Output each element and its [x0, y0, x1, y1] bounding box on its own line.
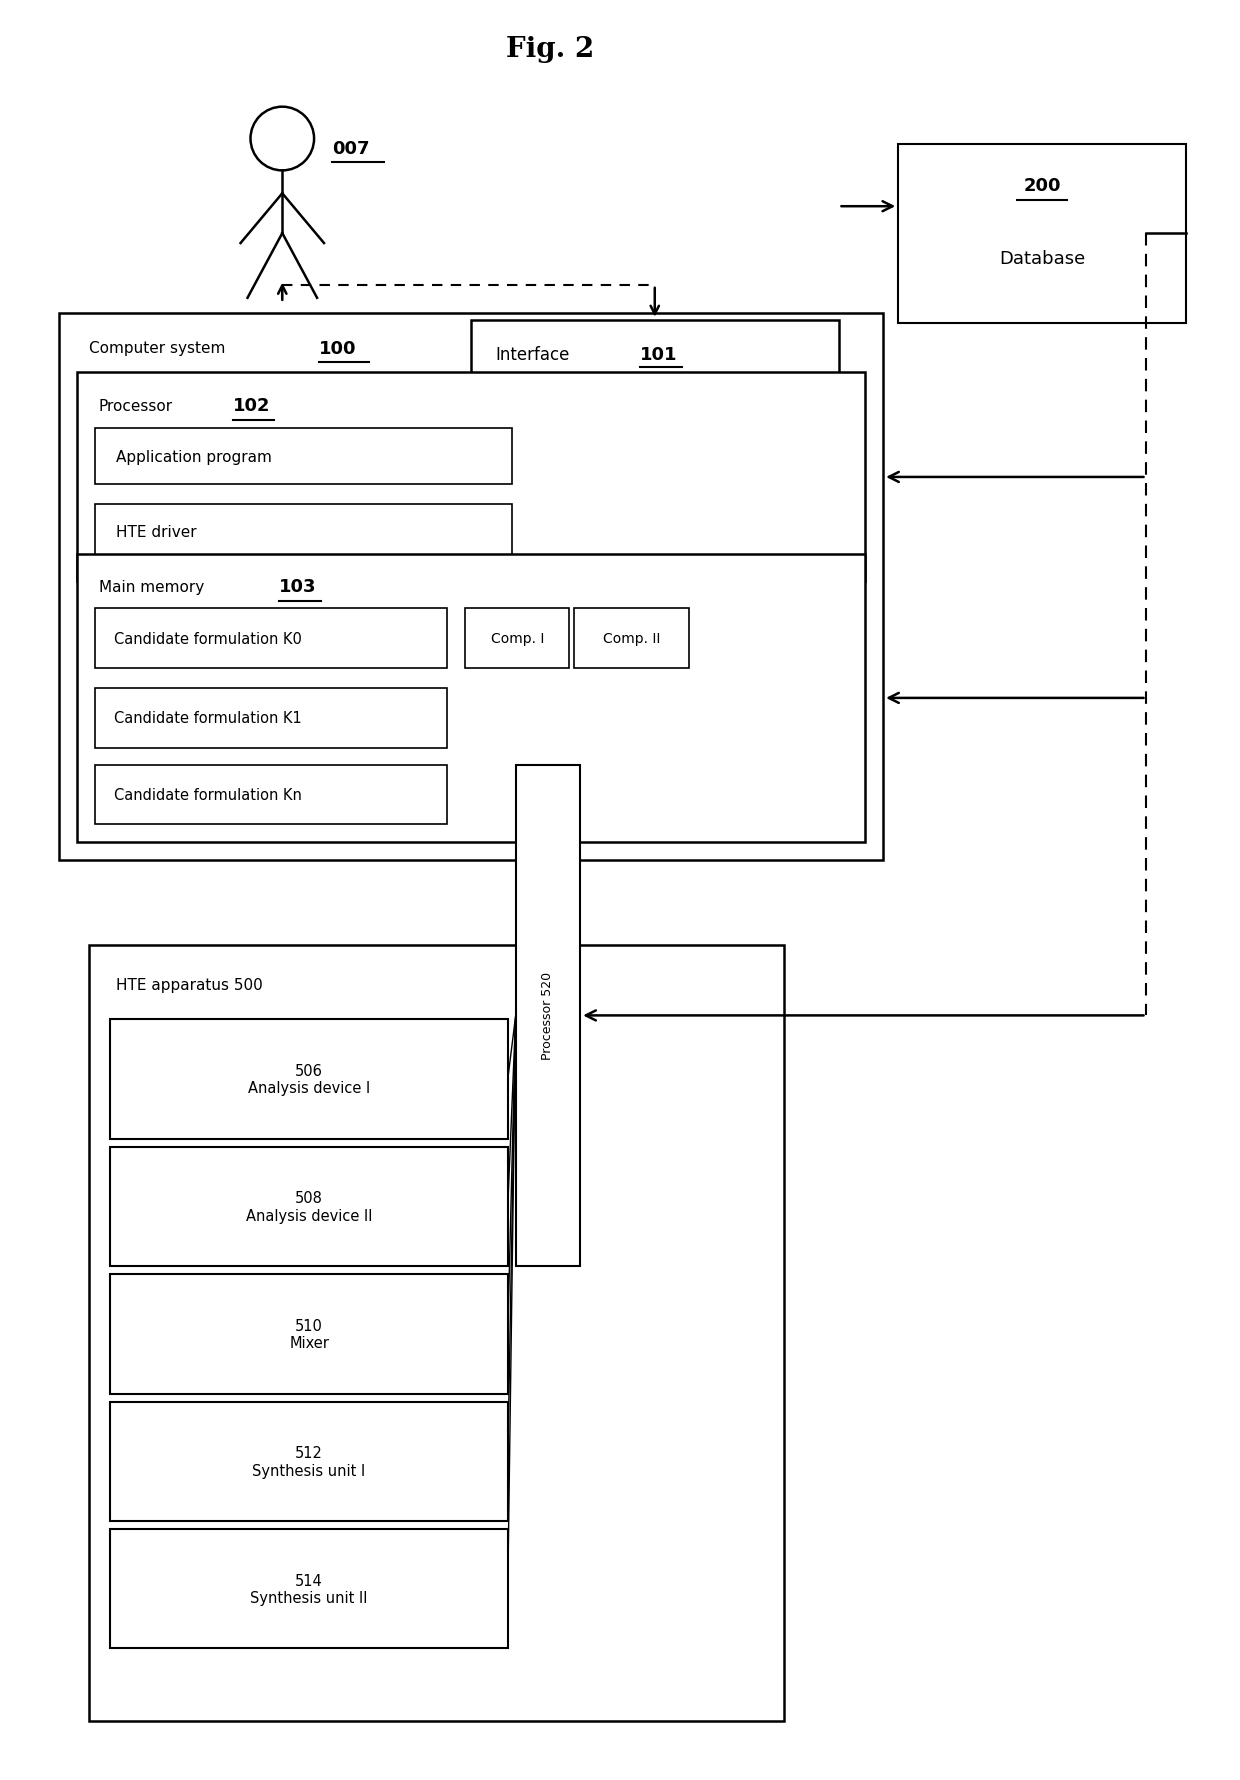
- Text: 506
Analysis device I: 506 Analysis device I: [248, 1063, 371, 1096]
- Text: Candidate formulation K1: Candidate formulation K1: [114, 710, 303, 726]
- Bar: [94, 609, 448, 669]
- Bar: [94, 765, 448, 824]
- Bar: [77, 374, 866, 582]
- Bar: [94, 504, 512, 561]
- Bar: [77, 554, 866, 842]
- Text: Processor: Processor: [98, 399, 172, 413]
- Text: 007: 007: [332, 141, 370, 158]
- Bar: [94, 429, 512, 484]
- Bar: [110, 1020, 507, 1139]
- Text: Computer system: Computer system: [88, 340, 224, 356]
- Bar: [465, 609, 569, 669]
- Text: 512
Synthesis unit I: 512 Synthesis unit I: [253, 1445, 366, 1477]
- Text: HTE apparatus 500: HTE apparatus 500: [117, 977, 263, 993]
- Text: Comp. II: Comp. II: [603, 632, 660, 646]
- Bar: [110, 1403, 507, 1522]
- Text: Main memory: Main memory: [98, 580, 203, 595]
- Text: 101: 101: [640, 345, 677, 363]
- Text: 514
Synthesis unit II: 514 Synthesis unit II: [250, 1572, 368, 1606]
- Text: Comp. I: Comp. I: [491, 632, 544, 646]
- Text: Processor 520: Processor 520: [542, 972, 554, 1059]
- Text: 200: 200: [1023, 178, 1061, 196]
- Text: 508
Analysis device II: 508 Analysis device II: [246, 1191, 372, 1223]
- Text: Candidate formulation Kn: Candidate formulation Kn: [114, 787, 303, 803]
- Text: 100: 100: [319, 340, 357, 358]
- Text: Database: Database: [999, 249, 1085, 267]
- Text: Interface: Interface: [496, 345, 570, 363]
- Bar: [110, 1274, 507, 1394]
- Bar: [58, 313, 883, 862]
- Bar: [94, 689, 448, 748]
- Text: 510
Mixer: 510 Mixer: [289, 1317, 329, 1351]
- Text: Fig. 2: Fig. 2: [506, 36, 595, 64]
- Bar: [88, 945, 784, 1721]
- Bar: [898, 144, 1187, 324]
- Text: Candidate formulation K0: Candidate formulation K0: [114, 632, 303, 646]
- Text: HTE driver: HTE driver: [117, 525, 197, 539]
- Bar: [471, 320, 838, 388]
- Bar: [110, 1146, 507, 1267]
- Text: 103: 103: [279, 578, 316, 596]
- Text: 102: 102: [233, 397, 270, 415]
- Bar: [574, 609, 688, 669]
- Bar: [110, 1529, 507, 1648]
- Text: Application program: Application program: [117, 449, 273, 465]
- Bar: [516, 765, 580, 1267]
